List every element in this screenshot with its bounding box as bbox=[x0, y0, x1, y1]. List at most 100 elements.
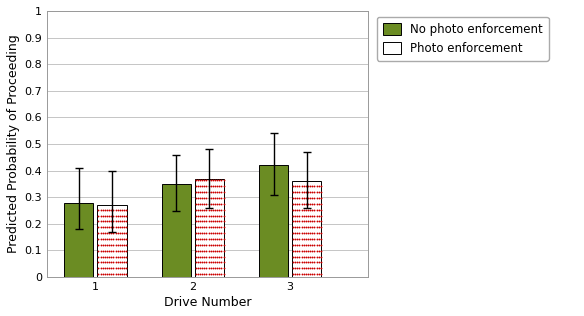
Point bbox=[310, 207, 319, 212]
Point bbox=[219, 271, 228, 276]
Point bbox=[102, 260, 112, 265]
Point bbox=[206, 207, 215, 212]
Point bbox=[196, 219, 205, 224]
Point bbox=[117, 248, 127, 253]
Point bbox=[204, 207, 213, 212]
Point bbox=[304, 219, 313, 224]
Point bbox=[304, 196, 313, 201]
Point bbox=[288, 248, 298, 253]
Point bbox=[301, 207, 311, 212]
Point bbox=[202, 207, 211, 212]
Point bbox=[204, 242, 213, 247]
Point bbox=[202, 196, 211, 201]
Point bbox=[219, 207, 228, 212]
Point bbox=[217, 207, 226, 212]
Point bbox=[310, 242, 319, 247]
Point bbox=[213, 178, 222, 183]
Point bbox=[219, 219, 228, 224]
Point bbox=[115, 271, 124, 276]
Point bbox=[117, 213, 127, 218]
Point bbox=[301, 225, 311, 230]
Point bbox=[217, 196, 226, 201]
Point bbox=[314, 271, 324, 276]
Point bbox=[304, 260, 313, 265]
Point bbox=[310, 260, 319, 265]
Point bbox=[109, 219, 118, 224]
Point bbox=[121, 242, 131, 247]
Point bbox=[206, 184, 215, 189]
Point bbox=[98, 225, 107, 230]
Point bbox=[308, 271, 317, 276]
Point bbox=[206, 201, 215, 206]
Point bbox=[301, 236, 311, 241]
Point bbox=[295, 225, 304, 230]
Point bbox=[109, 207, 118, 212]
Point bbox=[310, 225, 319, 230]
Point bbox=[100, 231, 110, 236]
Point bbox=[314, 213, 324, 218]
Point bbox=[219, 260, 228, 265]
Point bbox=[301, 254, 311, 259]
Point bbox=[215, 225, 224, 230]
Point bbox=[107, 219, 116, 224]
Point bbox=[293, 213, 302, 218]
Point bbox=[105, 271, 114, 276]
Point bbox=[98, 236, 107, 241]
Point bbox=[107, 236, 116, 241]
Point bbox=[293, 201, 302, 206]
Point bbox=[191, 207, 200, 212]
Point bbox=[219, 213, 228, 218]
Point bbox=[305, 196, 315, 201]
Point bbox=[213, 231, 222, 236]
Point bbox=[111, 225, 120, 230]
Point bbox=[295, 190, 304, 195]
Point bbox=[98, 231, 107, 236]
Point bbox=[293, 184, 302, 189]
Point bbox=[204, 260, 213, 265]
Point bbox=[120, 207, 129, 212]
Point bbox=[208, 231, 218, 236]
Point bbox=[115, 254, 124, 259]
Point bbox=[202, 231, 211, 236]
Point bbox=[100, 242, 110, 247]
Point bbox=[107, 254, 116, 259]
Point bbox=[213, 242, 222, 247]
Point bbox=[210, 254, 220, 259]
Point bbox=[314, 219, 324, 224]
Point bbox=[295, 207, 304, 212]
Point bbox=[295, 231, 304, 236]
Point bbox=[288, 236, 298, 241]
Point bbox=[191, 248, 200, 253]
Point bbox=[295, 219, 304, 224]
Point bbox=[288, 271, 298, 276]
Point bbox=[200, 242, 209, 247]
Point bbox=[102, 242, 112, 247]
Point bbox=[200, 219, 209, 224]
Point bbox=[213, 225, 222, 230]
Point bbox=[295, 236, 304, 241]
Point bbox=[206, 225, 215, 230]
Point bbox=[310, 190, 319, 195]
Point bbox=[197, 242, 207, 247]
Point bbox=[288, 231, 298, 236]
Point bbox=[297, 225, 307, 230]
Point bbox=[304, 254, 313, 259]
Point bbox=[213, 236, 222, 241]
Point bbox=[215, 196, 224, 201]
Point bbox=[196, 207, 205, 212]
Point bbox=[215, 201, 224, 206]
Point bbox=[308, 266, 317, 271]
Point bbox=[197, 213, 207, 218]
Point bbox=[301, 271, 311, 276]
Point bbox=[215, 178, 224, 183]
Point bbox=[293, 196, 302, 201]
Point bbox=[111, 266, 120, 271]
Point bbox=[204, 271, 213, 276]
Point bbox=[202, 201, 211, 206]
Point bbox=[312, 266, 321, 271]
Point bbox=[193, 190, 203, 195]
Point bbox=[291, 242, 300, 247]
Point bbox=[111, 242, 120, 247]
Point bbox=[297, 260, 307, 265]
Point bbox=[208, 248, 218, 253]
